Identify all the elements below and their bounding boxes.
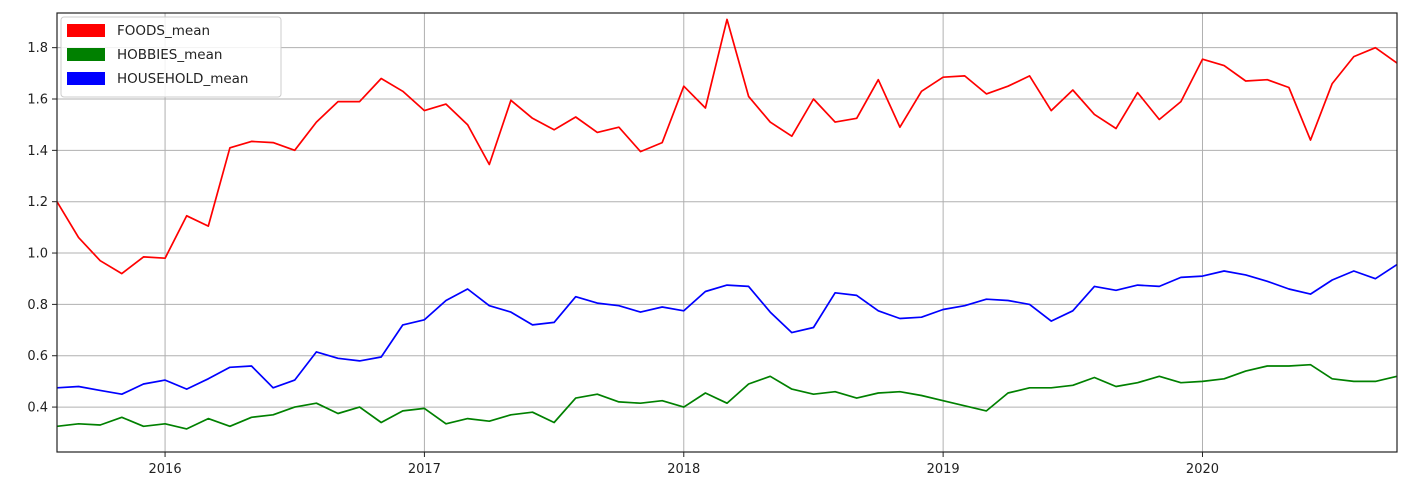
- series-line-household-mean: [56, 263, 1398, 396]
- x-tick-label: 2019: [927, 462, 960, 477]
- plot-frame: [56, 12, 1398, 453]
- series-line-foods-mean: [56, 18, 1398, 275]
- y-axis: 0.4 0.6 0.8 1.0 1.2 1.4 1.6 1.8: [27, 41, 57, 416]
- y-tick-label: 1.2: [27, 195, 48, 210]
- legend-box: [60, 16, 282, 98]
- legend-swatch: [67, 72, 105, 85]
- legend: FOODS_mean HOBBIES_mean HOUSEHOLD_mean: [60, 16, 282, 98]
- legend-label: HOUSEHOLD_mean: [117, 71, 249, 87]
- legend-label: HOBBIES_mean: [117, 47, 222, 63]
- y-tick-label: 1.6: [27, 93, 48, 108]
- x-tick-label: 2018: [667, 462, 700, 477]
- y-tick-label: 1.4: [27, 144, 48, 159]
- legend-label: FOODS_mean: [117, 23, 210, 39]
- y-tick-label: 1.0: [27, 247, 48, 262]
- grid-lines: [57, 13, 1397, 452]
- legend-swatch: [67, 48, 105, 61]
- x-tick-label: 2020: [1186, 462, 1219, 477]
- x-axis: 2016 2017 2018 2019 2020: [149, 452, 1219, 477]
- legend-swatch: [67, 24, 105, 37]
- series-lines: [56, 18, 1398, 430]
- y-tick-label: 0.4: [27, 401, 48, 416]
- y-tick-label: 0.8: [27, 298, 48, 313]
- x-tick-label: 2017: [408, 462, 441, 477]
- y-tick-label: 0.6: [27, 349, 48, 364]
- x-tick-label: 2016: [149, 462, 182, 477]
- series-line-hobbies-mean: [56, 363, 1398, 430]
- y-tick-label: 1.8: [27, 41, 48, 56]
